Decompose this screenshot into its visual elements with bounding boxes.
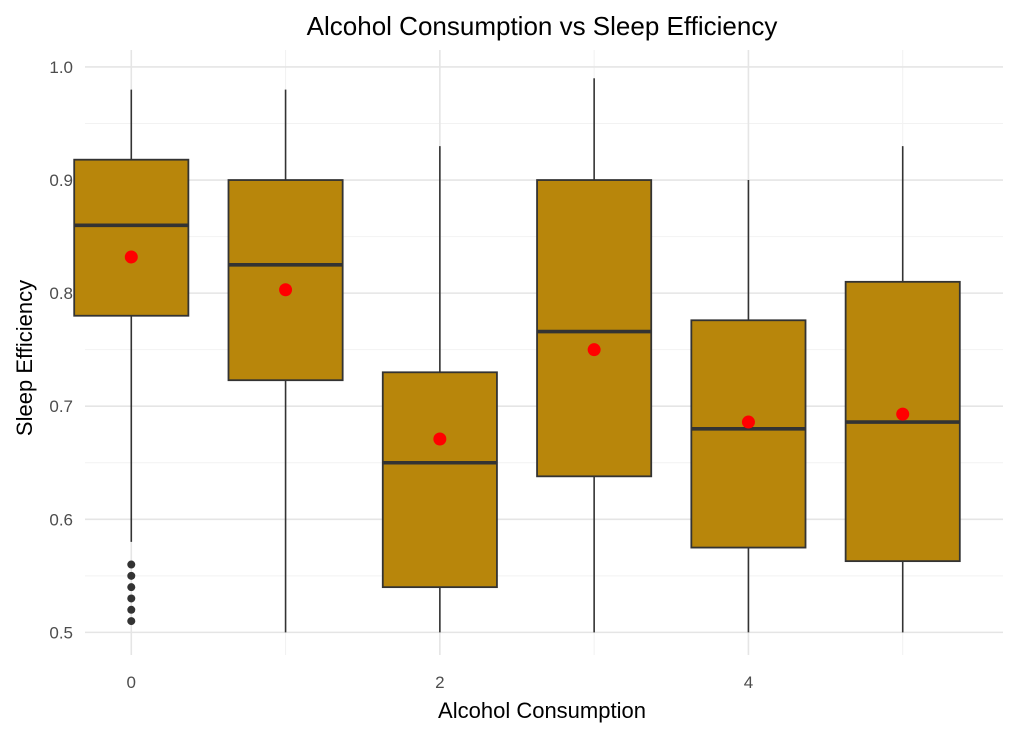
- chart-title: Alcohol Consumption vs Sleep Efficiency: [307, 11, 778, 41]
- box: [227, 179, 344, 382]
- outlier-point: [127, 571, 136, 580]
- box: [536, 179, 653, 478]
- y-axis-label: Sleep Efficiency: [12, 280, 37, 436]
- mean-point: [741, 415, 755, 429]
- mean-point: [124, 250, 138, 264]
- box-group: [844, 146, 961, 633]
- box-group: [73, 89, 190, 626]
- box-group: [536, 78, 653, 633]
- mean-point: [587, 343, 601, 357]
- x-tick-labels: 0 2 4: [127, 673, 754, 692]
- y-tick-label: 0.6: [49, 510, 73, 529]
- outlier-point: [127, 560, 136, 569]
- y-tick-label: 0.7: [49, 397, 73, 416]
- boxes: [73, 78, 961, 633]
- outlier-point: [127, 594, 136, 603]
- box: [73, 158, 190, 317]
- outlier-point: [127, 583, 136, 592]
- x-tick-label: 2: [435, 673, 444, 692]
- y-tick-label: 0.5: [49, 623, 73, 642]
- y-tick-label: 0.9: [49, 171, 73, 190]
- x-tick-label: 4: [744, 673, 753, 692]
- box: [690, 319, 807, 549]
- mean-point: [433, 432, 447, 446]
- outlier-point: [127, 605, 136, 614]
- mean-point: [896, 407, 910, 421]
- x-axis-label: Alcohol Consumption: [438, 698, 646, 723]
- box-group: [227, 89, 344, 633]
- y-tick-label: 1.0: [49, 58, 73, 77]
- outlier-point: [127, 617, 136, 626]
- mean-point: [279, 283, 293, 297]
- box-group: [381, 146, 498, 633]
- box: [381, 371, 498, 589]
- x-tick-label: 0: [127, 673, 136, 692]
- y-tick-labels: 0.5 0.6 0.7 0.8 0.9 1.0: [49, 58, 73, 642]
- box-group: [690, 180, 807, 633]
- y-tick-label: 0.8: [49, 284, 73, 303]
